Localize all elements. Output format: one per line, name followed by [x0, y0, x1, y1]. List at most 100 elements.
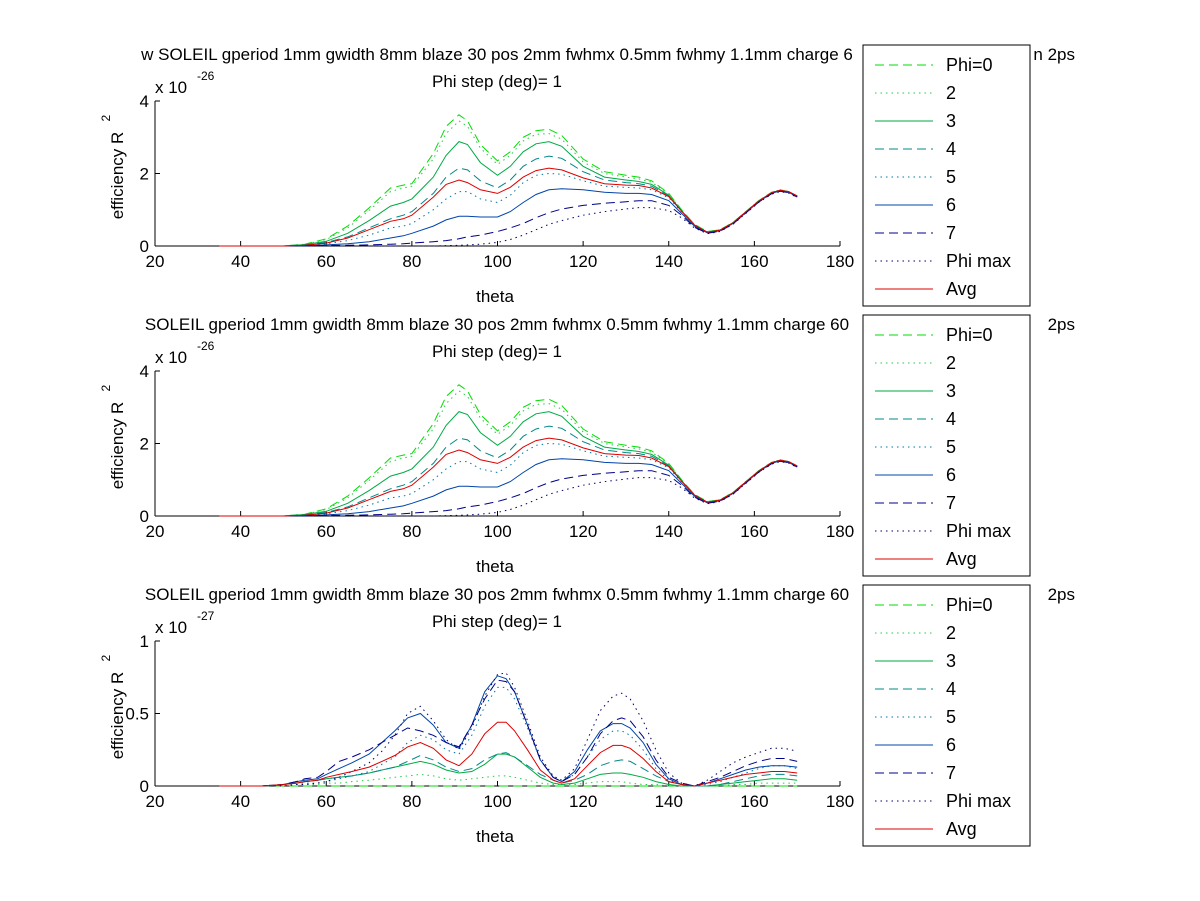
chart-panel-2: SOLEIL gperiod 1mm gwidth 8mm blaze 30 p… — [99, 314, 1075, 577]
series-group — [219, 114, 798, 247]
legend-label: Phi=0 — [946, 325, 993, 345]
x-tick-label: 80 — [402, 792, 421, 811]
x-tick-label: 180 — [826, 252, 854, 271]
legend-label: Avg — [946, 819, 977, 839]
x-tick-label: 140 — [655, 792, 683, 811]
legend-label: Avg — [946, 549, 977, 569]
series-group — [219, 672, 798, 787]
x-tick-label: 100 — [483, 252, 511, 271]
y-tick-label: 4 — [140, 362, 149, 381]
chart-subtitle: Phi step (deg)= 1 — [432, 72, 562, 91]
legend-label: 4 — [946, 679, 956, 699]
x-tick-label: 80 — [402, 522, 421, 541]
series-line-4 — [219, 752, 798, 787]
x-tick-label: 180 — [826, 792, 854, 811]
series-line-5 — [219, 172, 798, 247]
series-line-9 — [219, 167, 798, 247]
x-tick-label: 120 — [569, 252, 597, 271]
y-tick-label: 4 — [140, 92, 149, 111]
x-tick-label: 100 — [483, 522, 511, 541]
legend-label: 5 — [946, 707, 956, 727]
legend-label: 2 — [946, 353, 956, 373]
series-line-1 — [219, 114, 798, 247]
legend: Phi=0 2 3 4 5 6 7 Phi max Avg — [862, 314, 1031, 577]
legend-label: 6 — [946, 465, 956, 485]
x-tick-label: 120 — [569, 522, 597, 541]
x-tick-label: 20 — [146, 252, 165, 271]
x-tick-label: 120 — [569, 792, 597, 811]
legend-label: 3 — [946, 381, 956, 401]
y-axis-label: efficiency R — [108, 402, 127, 490]
series-line-9 — [219, 437, 798, 517]
x-axis-label: theta — [476, 287, 514, 306]
x-tick-label: 140 — [655, 522, 683, 541]
legend-label: 7 — [946, 493, 956, 513]
chart-title-tail: n 2ps — [1033, 45, 1075, 64]
x-tick-label: 20 — [146, 792, 165, 811]
x-tick-label: 140 — [655, 252, 683, 271]
legend-label: Phi max — [946, 251, 1011, 271]
legend-label: Phi=0 — [946, 55, 993, 75]
y-tick-label: 0 — [140, 237, 149, 256]
y-tick-label: 0 — [140, 777, 149, 796]
chart-subtitle: Phi step (deg)= 1 — [432, 612, 562, 631]
series-line-5 — [219, 442, 798, 517]
x-axis-label: theta — [476, 827, 514, 846]
series-line-8 — [219, 672, 798, 787]
legend-label: Phi max — [946, 521, 1011, 541]
series-group — [219, 384, 798, 517]
series-line-3 — [219, 753, 798, 787]
legend-label: 5 — [946, 167, 956, 187]
legend-box — [862, 44, 1031, 307]
y-multiplier-exponent: -26 — [197, 69, 215, 83]
series-line-7 — [219, 190, 798, 247]
legend-box — [862, 584, 1031, 847]
series-line-6 — [219, 188, 798, 247]
y-axis-label-superscript: 2 — [99, 385, 113, 392]
y-axis-label: efficiency R — [108, 672, 127, 760]
chart-title: w SOLEIL gperiod 1mm gwidth 8mm blaze 30… — [140, 45, 853, 64]
legend-label: 7 — [946, 763, 956, 783]
y-tick-label: 2 — [140, 435, 149, 454]
legend-label: 2 — [946, 623, 956, 643]
series-line-6 — [219, 458, 798, 517]
legend-label: 4 — [946, 409, 956, 429]
chart-title-tail: 2ps — [1048, 315, 1075, 334]
y-axis-label-superscript: 2 — [99, 115, 113, 122]
y-multiplier-exponent: -27 — [197, 609, 215, 623]
x-tick-label: 100 — [483, 792, 511, 811]
x-tick-label: 60 — [317, 792, 336, 811]
legend-label: 5 — [946, 437, 956, 457]
legend-label: 4 — [946, 139, 956, 159]
chart-panel-1: w SOLEIL gperiod 1mm gwidth 8mm blaze 30… — [99, 44, 1075, 307]
y-multiplier: x 10 — [155, 348, 187, 367]
legend-label: 3 — [946, 111, 956, 131]
x-tick-label: 160 — [740, 252, 768, 271]
x-tick-label: 180 — [826, 522, 854, 541]
chart-panel-3: SOLEIL gperiod 1mm gwidth 8mm blaze 30 p… — [99, 584, 1075, 847]
legend-label: 6 — [946, 195, 956, 215]
chart-title: SOLEIL gperiod 1mm gwidth 8mm blaze 30 p… — [145, 585, 849, 604]
x-axis-label: theta — [476, 557, 514, 576]
y-tick-label: 0.5 — [125, 705, 149, 724]
legend-label: 2 — [946, 83, 956, 103]
x-tick-label: 20 — [146, 522, 165, 541]
y-axis-label: efficiency R — [108, 132, 127, 220]
legend: Phi=0 2 3 4 5 6 7 Phi max Avg — [862, 44, 1031, 307]
series-line-7 — [219, 679, 798, 787]
chart-title-tail: 2ps — [1048, 585, 1075, 604]
x-tick-label: 160 — [740, 522, 768, 541]
y-multiplier: x 10 — [155, 78, 187, 97]
legend-label: 6 — [946, 735, 956, 755]
legend-label: Avg — [946, 279, 977, 299]
y-multiplier: x 10 — [155, 618, 187, 637]
x-tick-label: 160 — [740, 792, 768, 811]
y-tick-label: 0 — [140, 507, 149, 526]
legend-label: Phi=0 — [946, 595, 993, 615]
series-line-1 — [219, 384, 798, 517]
x-tick-label: 40 — [231, 792, 250, 811]
x-tick-label: 40 — [231, 252, 250, 271]
x-tick-label: 40 — [231, 522, 250, 541]
y-multiplier-exponent: -26 — [197, 339, 215, 353]
